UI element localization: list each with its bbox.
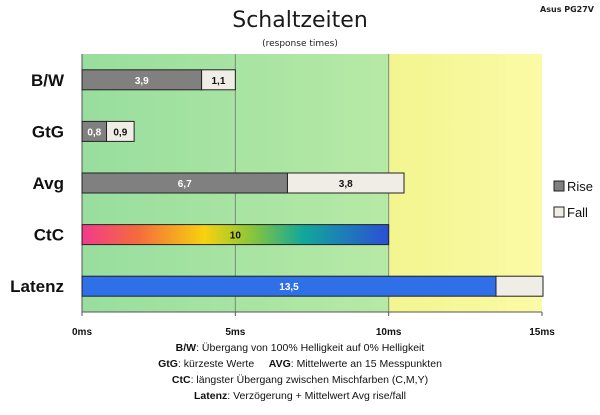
bar-latenz-fall	[495, 275, 544, 297]
data-label-rise: 6,7	[178, 179, 192, 190]
category-labels: B/W GtG Avg CtC Latenz	[10, 71, 65, 296]
data-label-fall: 0,9	[113, 127, 127, 138]
x-axis-ticks: 0ms 5ms 10ms 15ms	[72, 327, 555, 338]
model-label: Asus PG27V	[540, 5, 595, 14]
category-label: B/W	[31, 71, 65, 90]
x-tick-label: 10ms	[376, 327, 402, 338]
footer-line-gtg-avg: GtG: kürzeste Werte AVG: Mittelwerte an …	[0, 356, 600, 372]
legend-rise-label: Rise	[567, 179, 593, 194]
footer-key: Latenz	[194, 390, 228, 402]
x-tick-label: 0ms	[72, 327, 92, 338]
chart-subtitle: (response times)	[262, 39, 338, 49]
bar-fall	[106, 120, 135, 142]
footer-text: : Verzögerung + Mittelwert Avg rise/fall	[227, 390, 406, 402]
category-label: Avg	[33, 174, 65, 193]
data-label-fall: 1,1	[212, 76, 226, 87]
legend-fall-swatch	[553, 206, 565, 218]
footer-text: : Mittelwerte an 15 Messpunkten	[290, 358, 442, 370]
category-label: GtG	[32, 122, 64, 141]
bar-fall	[201, 69, 236, 91]
data-label-ctc: 10	[230, 231, 242, 242]
bars: 3,9 1,1 0,8 0,9 6,7 3,8 10 13,5	[81, 69, 544, 297]
x-tick-label: 15ms	[529, 327, 555, 338]
bar-fall	[286, 172, 405, 194]
footer-line-bw: B/W: Übergang von 100% Helligkeit auf 0%…	[0, 340, 600, 356]
legend-fall-label: Fall	[567, 205, 588, 220]
footer-text: : Übergang von 100% Helligkeit auf 0% He…	[196, 342, 425, 354]
footer-text: : längster Übergang zwischen Mischfarben…	[190, 374, 429, 386]
bar-ctc	[81, 224, 390, 246]
data-label-rise: 3,9	[135, 76, 149, 87]
data-label-latenz: 13,5	[279, 282, 299, 293]
footer-line-latenz: Latenz: Verzögerung + Mittelwert Avg ris…	[0, 388, 600, 404]
footer-key: B/W	[175, 342, 197, 354]
footer-line-ctc: CtC: längster Übergang zwischen Mischfar…	[0, 372, 600, 388]
data-label-rise: 0,8	[87, 127, 101, 138]
response-time-chart: Schaltzeiten (response times) Asus PG27V…	[10, 5, 595, 338]
footer-notes: B/W: Übergang von 100% Helligkeit auf 0%…	[0, 340, 600, 404]
footer-key: CtC	[171, 374, 191, 386]
data-label-fall: 3,8	[339, 179, 353, 190]
legend: Rise Fall	[553, 179, 593, 220]
category-label: Latenz	[10, 277, 64, 296]
legend-rise-swatch	[553, 180, 565, 192]
footer-key: AVG	[268, 358, 291, 370]
chart-title: Schaltzeiten	[232, 8, 368, 33]
category-label: CtC	[34, 226, 64, 245]
footer-text: : kürzeste Werte	[177, 358, 255, 370]
footer-key: GtG	[158, 358, 178, 370]
zone-yellow	[388, 54, 542, 312]
x-tick-label: 5ms	[225, 327, 245, 338]
